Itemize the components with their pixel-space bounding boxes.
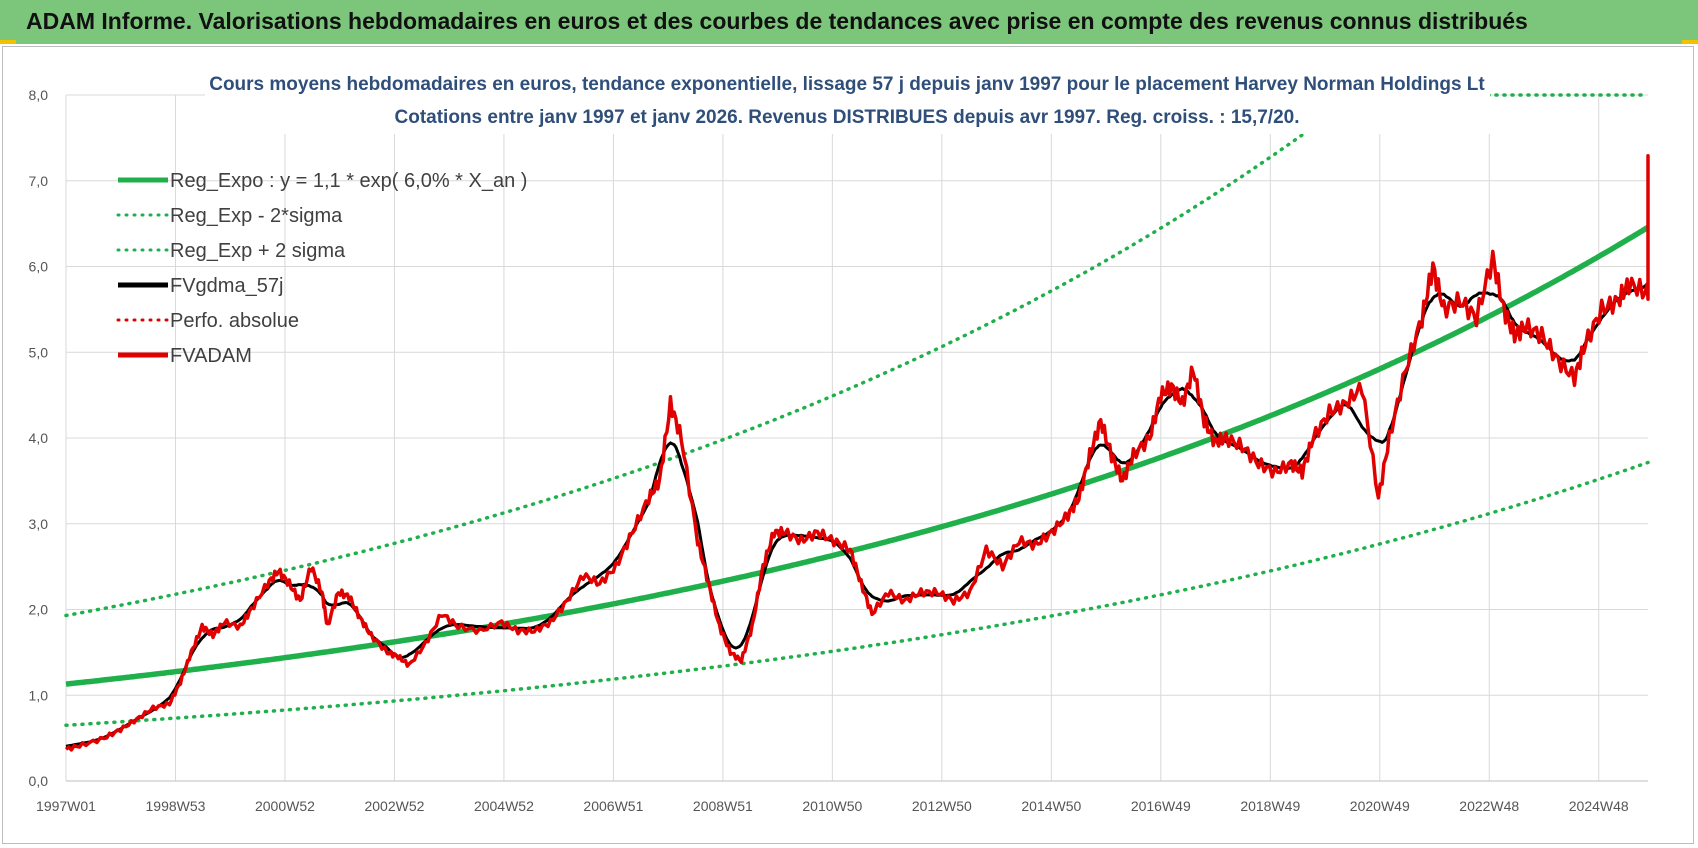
x-tick-label: 2008W51 bbox=[693, 798, 753, 814]
y-tick-label: 5,0 bbox=[29, 344, 49, 360]
x-tick-label: 2014W50 bbox=[1021, 798, 1081, 814]
series-layer bbox=[64, 68, 1650, 752]
legend-label: Reg_Exp - 2*sigma bbox=[170, 205, 343, 227]
x-tick-label: 2024W48 bbox=[1569, 798, 1629, 814]
chart-title-line1: Cours moyens hebdomadaires en euros, ten… bbox=[209, 74, 1485, 95]
y-tick-label: 7,0 bbox=[29, 173, 49, 189]
y-tick-label: 0,0 bbox=[29, 773, 49, 789]
series-fvgdma-57j bbox=[65, 177, 1650, 748]
y-tick-label: 3,0 bbox=[29, 516, 49, 532]
y-tick-label: 8,0 bbox=[29, 87, 49, 103]
grid-lines bbox=[65, 94, 1648, 782]
x-tick-label: 2022W48 bbox=[1459, 798, 1519, 814]
legend-label: Reg_Expo : y = 1,1 * exp( 6,0% * X_an ) bbox=[170, 170, 527, 192]
x-tick-label: 2020W49 bbox=[1350, 798, 1410, 814]
series-fvadam bbox=[64, 153, 1650, 752]
series-reg-exp-plus-2-sigma bbox=[64, 68, 1392, 618]
x-tick-label: 2002W52 bbox=[364, 798, 424, 814]
x-tick-label: 2010W50 bbox=[802, 798, 862, 814]
y-axis-tick-labels: 0,0 1,0 2,0 3,0 4,0 5,0 6,0 7,0 8,0 bbox=[29, 87, 49, 789]
x-tick-label: 2016W49 bbox=[1131, 798, 1191, 814]
x-tick-label: 1998W53 bbox=[146, 798, 206, 814]
legend-label: FVADAM bbox=[170, 345, 252, 367]
page-title: ADAM Informe. Valorisations hebdomadaire… bbox=[26, 8, 1528, 34]
x-tick-label: 2018W49 bbox=[1240, 798, 1300, 814]
x-tick-label: 2006W51 bbox=[583, 798, 643, 814]
legend-label: FVgdma_57j bbox=[170, 275, 283, 297]
x-tick-label: 2000W52 bbox=[255, 798, 315, 814]
x-axis-tick-labels: 1997W01 1998W53 2000W52 2002W52 2004W52 2006W… bbox=[36, 798, 1629, 814]
legend-label: Reg_Exp + 2 sigma bbox=[170, 240, 346, 262]
legend: Reg_Expo : y = 1,1 * exp( 6,0% * X_an ) R… bbox=[116, 170, 527, 367]
chart-frame bbox=[2, 46, 1694, 844]
corner-mark bbox=[1682, 40, 1698, 44]
y-tick-label: 2,0 bbox=[29, 602, 49, 618]
x-tick-label: 2004W52 bbox=[474, 798, 534, 814]
title-background bbox=[205, 62, 1490, 134]
chart-title-line2: Cotations entre janv 1997 et janv 2026. … bbox=[395, 107, 1300, 128]
y-tick-label: 1,0 bbox=[29, 687, 49, 703]
chart-titles: Cours moyens hebdomadaires en euros, ten… bbox=[205, 62, 1490, 134]
series-reg-expo bbox=[65, 224, 1650, 687]
x-tick-label: 2012W50 bbox=[912, 798, 972, 814]
legend-label: Perfo. absolue bbox=[170, 310, 299, 332]
header-banner: ADAM Informe. Valorisations hebdomadaire… bbox=[0, 0, 1698, 44]
x-tick-label: 1997W01 bbox=[36, 798, 96, 814]
y-tick-label: 4,0 bbox=[29, 430, 49, 446]
series-reg-exp-minus-2-sigma bbox=[64, 460, 1650, 728]
corner-mark bbox=[0, 40, 16, 44]
y-tick-label: 6,0 bbox=[29, 259, 49, 275]
